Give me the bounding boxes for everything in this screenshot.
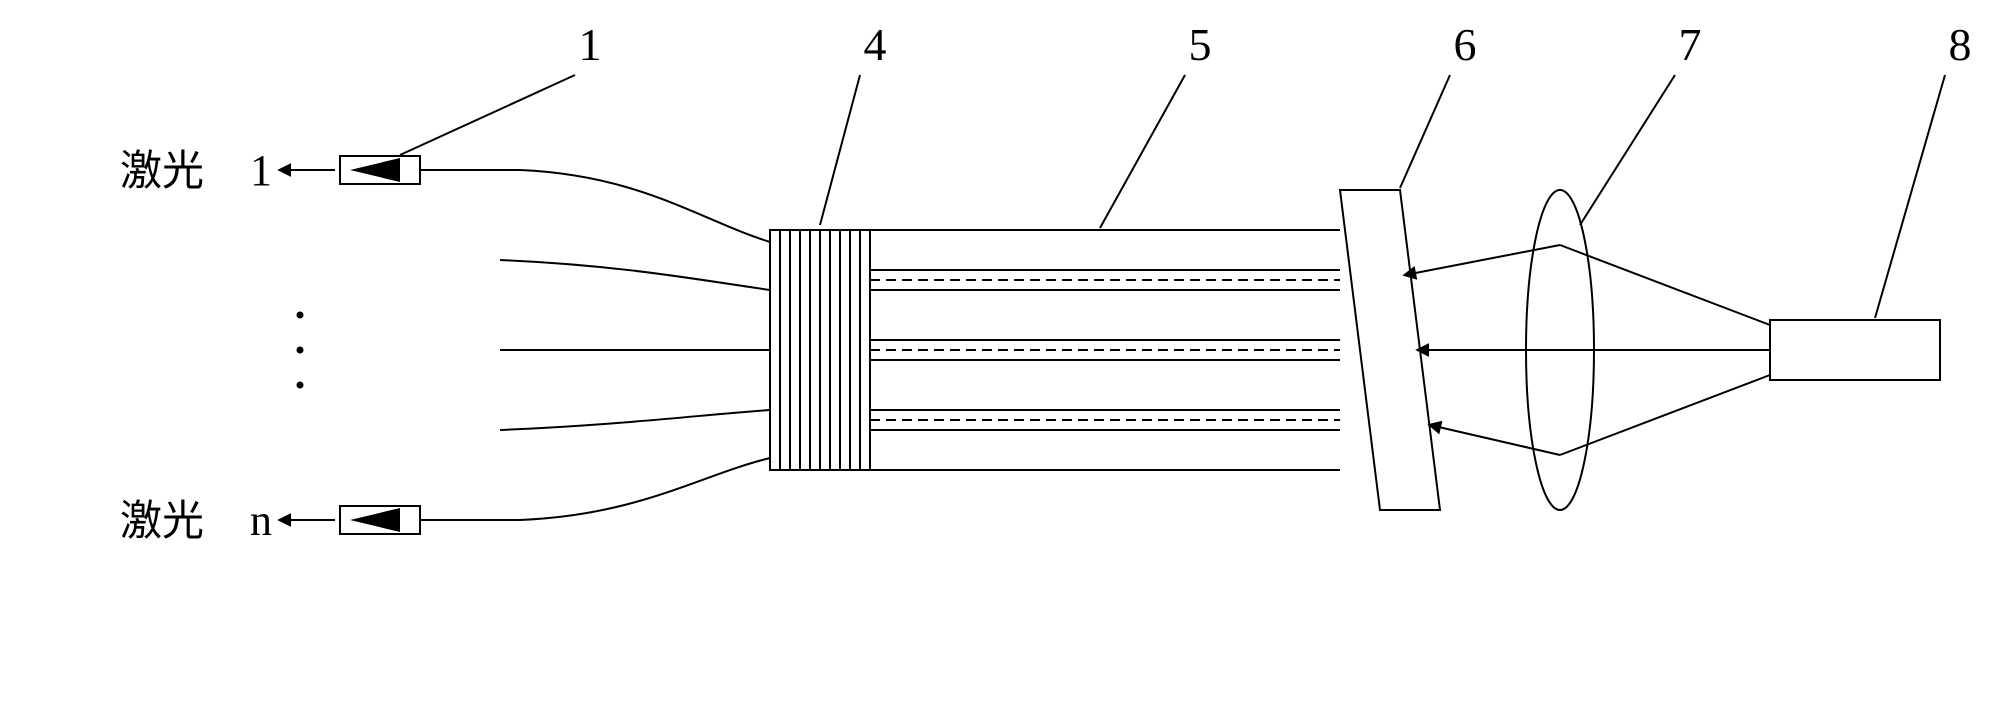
- leader-num-6: 6: [1454, 19, 1477, 70]
- vertical-dots: [297, 312, 304, 389]
- laser-label-bot-cn: 激光: [120, 499, 204, 545]
- laser-label-bot-num: n: [250, 496, 272, 545]
- laser-label-top-cn: 激光: [120, 149, 204, 195]
- leader-num-8: 8: [1949, 19, 1972, 70]
- leader-num-5: 5: [1189, 19, 1212, 70]
- grating: [770, 230, 870, 470]
- fiber-bot: [420, 458, 770, 520]
- collimator: [870, 230, 1340, 470]
- output-block: [1770, 320, 1940, 380]
- diagram-canvas: 1 4 5 6 7 8 激光 1 激光 n: [0, 0, 1996, 714]
- laser-label-top-num: 1: [250, 146, 272, 195]
- leader-line-4: [820, 75, 860, 225]
- isolator-top: [340, 156, 420, 184]
- leader-num-7: 7: [1679, 19, 1702, 70]
- leader-line-5: [1100, 75, 1185, 228]
- leader-num-4: 4: [864, 19, 887, 70]
- leader-line-8: [1875, 75, 1945, 318]
- leader-line-1: [400, 75, 575, 155]
- leader-line-7: [1580, 75, 1675, 225]
- fiber-top: [420, 170, 770, 242]
- fiber-mid-3: [500, 410, 770, 430]
- fiber-mid-1: [500, 260, 770, 290]
- isolator-bottom: [340, 506, 420, 534]
- leader-num-1: 1: [579, 19, 602, 70]
- rays-lens-to-output: [1560, 245, 1770, 455]
- leader-line-6: [1400, 75, 1450, 188]
